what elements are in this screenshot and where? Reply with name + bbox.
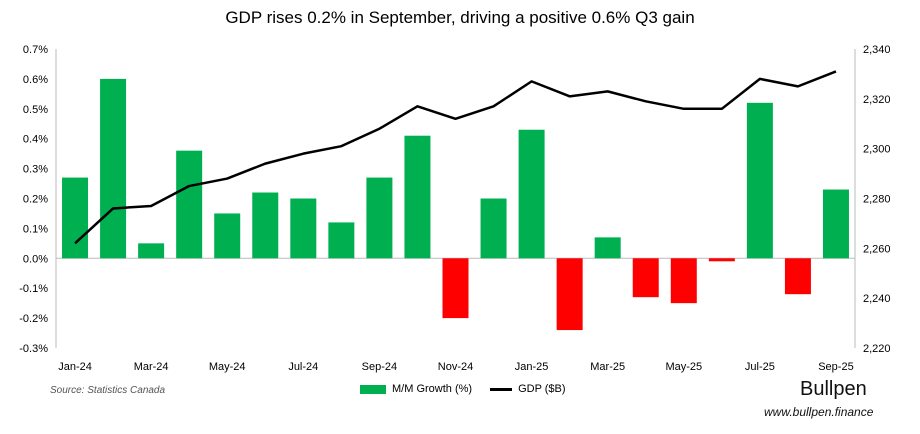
left-tick-label: 0.4%	[23, 134, 48, 146]
x-tick-label: Mar-24	[134, 361, 169, 373]
legend: M/M Growth (%) GDP ($B)	[360, 383, 566, 395]
bar-Jan-25	[518, 129, 545, 259]
x-tick-label: Mar-25	[590, 361, 625, 373]
left-tick-label: 0.5%	[23, 104, 48, 116]
left-tick-label: 0.0%	[23, 253, 48, 265]
right-tick-label: 2,300	[863, 144, 891, 156]
bar-Apr-25	[632, 258, 659, 298]
bar-Aug-24	[328, 222, 355, 259]
right-tick-label: 2,260	[863, 243, 891, 255]
bar-Mar-24	[138, 243, 165, 259]
bar-May-24	[214, 213, 241, 259]
right-tick-label: 2,220	[863, 343, 891, 355]
bar-Mar-25	[594, 237, 621, 259]
bar-Nov-24	[442, 258, 469, 319]
chart-title: GDP rises 0.2% in September, driving a p…	[225, 8, 695, 27]
bar-Feb-24	[100, 78, 127, 259]
bar-Jul-25	[746, 102, 773, 259]
right-tick-label: 2,280	[863, 194, 891, 206]
x-tick-label: Sep-25	[818, 361, 853, 373]
x-tick-label: Jan-25	[515, 361, 549, 373]
bar-Jul-24	[290, 198, 317, 259]
bar-Feb-25	[556, 258, 583, 331]
bar-Sep-24	[366, 177, 393, 259]
right-tick-label: 2,240	[863, 293, 891, 305]
right-tick-label: 2,320	[863, 94, 891, 106]
left-tick-label: 0.7%	[23, 44, 48, 56]
x-tick-label: May-24	[209, 361, 246, 373]
website-url: www.bullpen.finance	[764, 405, 874, 419]
legend-label-gdp: GDP ($B)	[518, 383, 566, 395]
bar-Aug-25	[784, 258, 811, 295]
left-tick-label: 0.3%	[23, 164, 48, 176]
right-tick-label: 2,340	[863, 44, 891, 56]
bar-Oct-24	[404, 135, 431, 259]
x-tick-label: May-25	[665, 361, 702, 373]
bar-Dec-24	[480, 198, 507, 259]
left-tick-label: 0.6%	[23, 74, 48, 86]
bar-Jan-24	[62, 177, 89, 259]
bar-Jun-25	[708, 258, 735, 262]
bullpen-logo: Bullpen	[800, 378, 867, 400]
legend-swatch-line	[490, 387, 513, 391]
legend-swatch-bar	[360, 384, 386, 394]
gdp-line	[74, 70, 837, 245]
bar-May-25	[670, 258, 697, 304]
x-tick-label: Nov-24	[438, 361, 473, 373]
x-tick-label: Jan-24	[58, 361, 92, 373]
left-tick-label: 0.2%	[23, 194, 48, 206]
left-tick-label: -0.3%	[19, 343, 48, 355]
left-tick-label: 0.1%	[23, 223, 48, 235]
legend-label-growth: M/M Growth (%)	[392, 383, 473, 395]
left-tick-label: -0.2%	[19, 313, 48, 325]
left-tick-label: -0.1%	[19, 283, 48, 295]
x-tick-label: Jul-24	[288, 361, 318, 373]
x-tick-label: Sep-24	[362, 361, 397, 373]
x-tick-label: Jul-25	[745, 361, 775, 373]
bar-Apr-24	[176, 150, 203, 259]
source-note: Source: Statistics Canada	[50, 385, 166, 396]
bar-Jun-24	[252, 192, 279, 259]
bar-Sep-25	[822, 189, 849, 259]
